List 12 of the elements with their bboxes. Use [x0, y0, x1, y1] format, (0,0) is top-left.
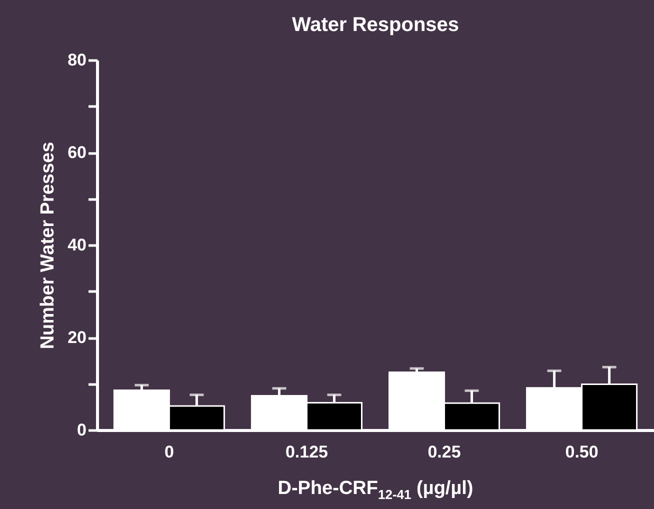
y-axis-title: Number Water Presses — [38, 142, 59, 350]
y-tick-label: 0 — [77, 420, 86, 440]
y-tick-label: 40 — [68, 236, 86, 254]
y-tick-label: 20 — [68, 328, 86, 347]
y-tick-label: 60 — [68, 143, 86, 162]
x-tick-label: 0.125 — [285, 442, 328, 462]
x-tick-label: 0.25 — [428, 442, 461, 462]
x-tick-label: 0 — [164, 442, 174, 462]
x-axis-title: D-Phe-CRF$_{12-41}$ (µg/µl) — [276, 478, 474, 502]
chart-title: Water Responses — [292, 14, 460, 36]
y-tick-label: 80 — [68, 50, 86, 70]
x-tick-label: 0.50 — [565, 442, 598, 462]
